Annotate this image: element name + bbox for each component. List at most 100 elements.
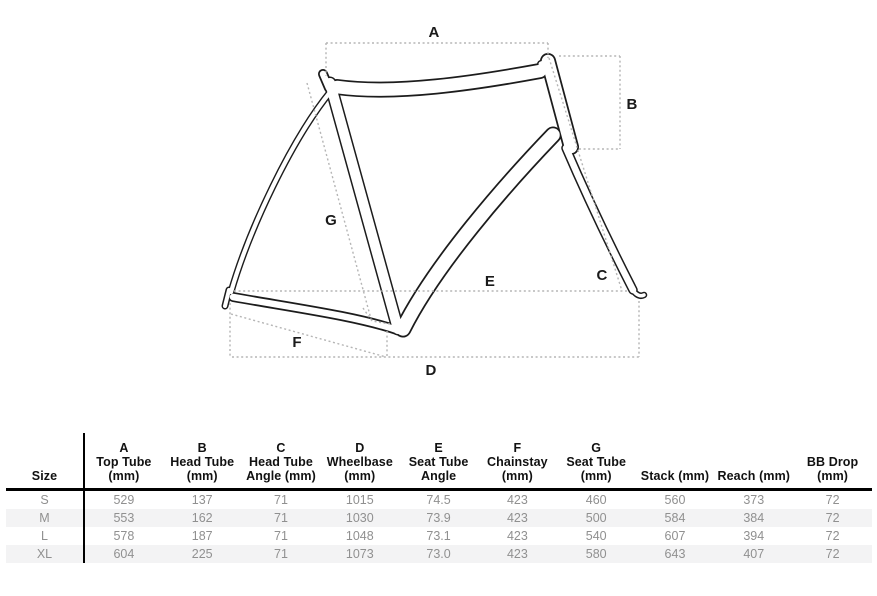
col-header-head-tube-angle: C Head Tube Angle (mm) (241, 433, 321, 491)
geometry-table: Size A Top Tube (mm) B Head Tube (mm) C (6, 433, 872, 563)
cell-stack: 584 (664, 510, 686, 525)
col-title: Seat Tube (408, 454, 469, 469)
cell-seat-tube-angle: 73.9 (426, 510, 451, 525)
label-c-fork: C (596, 267, 607, 284)
cell-head-tube: 162 (191, 510, 213, 525)
label-d-wheelbase: D (425, 362, 436, 379)
cell-reach: 373 (743, 492, 765, 507)
top-tube-fill (337, 71, 540, 90)
cell-top-tube: 553 (113, 510, 135, 525)
col-letter: F (513, 440, 522, 455)
seat-stay-outline (231, 91, 331, 292)
cell-reach: 407 (743, 546, 765, 561)
size-cell: S (6, 489, 85, 509)
col-header-top-tube: A Top Tube (mm) (84, 433, 163, 491)
col-letter: A (119, 440, 129, 455)
cell-wheelbase: 1073 (345, 546, 374, 561)
cell-bb-drop: 72 (825, 546, 840, 561)
cell-head-tube: 187 (191, 528, 213, 543)
measure-g-line (306, 82, 372, 320)
label-f-chainstay: F (292, 334, 301, 351)
col-header-reach: Reach (mm) (714, 433, 794, 491)
col-title: BB Drop (806, 454, 859, 469)
col-title: Reach (mm) (717, 468, 791, 483)
col-title: Stack (mm) (640, 468, 710, 483)
cell-stack: 643 (664, 546, 686, 561)
cell-stack: 560 (664, 492, 686, 507)
cell-bb-drop: 72 (825, 528, 840, 543)
col-header-stack: Stack (mm) (635, 433, 715, 491)
cell-chainstay: 423 (506, 510, 528, 525)
col-letter: G (591, 440, 602, 455)
cell-chainstay: 423 (506, 492, 528, 507)
seat-stay-fill (231, 91, 331, 292)
col-unit: Angle (420, 468, 457, 483)
cell-stack: 607 (664, 528, 686, 543)
col-unit: (mm) (344, 468, 376, 483)
col-unit: (mm) (108, 468, 140, 483)
col-header-seat-tube-angle: E Seat Tube Angle (399, 433, 478, 491)
table-row-size-xl: XL 604 225 71 1073 73.0 423 580 643 407 … (6, 544, 872, 563)
cell-seat-tube-angle: 73.0 (426, 546, 451, 561)
cell-head-tube-angle: 71 (274, 528, 288, 543)
geometry-table-wrap: Size A Top Tube (mm) B Head Tube (mm) C (6, 433, 872, 563)
cell-reach: 384 (743, 510, 765, 525)
col-unit: (mm) (817, 468, 849, 483)
steering-axis-line (548, 57, 623, 292)
col-unit: (mm) (186, 468, 218, 483)
col-header-bb-drop: BB Drop (mm) (793, 433, 872, 491)
cell-seat-tube: 460 (585, 492, 607, 507)
col-unit: (mm) (501, 468, 533, 483)
table-row-size-m: M 553 162 71 1030 73.9 423 500 584 384 7… (6, 508, 872, 527)
col-title: Top Tube (96, 454, 152, 469)
label-e-seat-angle: E (485, 273, 495, 290)
cell-head-tube: 137 (191, 492, 213, 507)
col-unit: Angle (mm) (246, 468, 316, 483)
col-title: Head Tube (170, 454, 235, 469)
col-letter: C (276, 440, 286, 455)
cell-reach: 394 (743, 528, 765, 543)
cell-seat-tube: 500 (585, 510, 607, 525)
label-b-head-tube: B (626, 96, 637, 113)
cell-head-tube-angle: 71 (274, 546, 288, 561)
cell-bb-drop: 72 (825, 510, 840, 525)
size-cell: M (6, 508, 85, 527)
cell-wheelbase: 1030 (345, 510, 374, 525)
col-header-head-tube: B Head Tube (mm) (162, 433, 242, 491)
col-letter: D (355, 440, 365, 455)
col-unit: (mm) (580, 468, 612, 483)
measure-g-arrow (362, 307, 391, 325)
measurement-lines (229, 42, 640, 358)
cell-bb-drop: 72 (825, 492, 840, 507)
col-header-seat-tube: G Seat Tube (mm) (556, 433, 636, 491)
cell-head-tube: 225 (191, 546, 213, 561)
col-header-size: Size (6, 433, 85, 491)
cell-head-tube-angle: 71 (274, 510, 288, 525)
bike-frame-outline-outer (225, 61, 644, 330)
col-title: Wheelbase (326, 454, 393, 469)
head-tube-step-fill (541, 61, 549, 64)
geometry-table-header: Size A Top Tube (mm) B Head Tube (mm) C (6, 433, 872, 491)
cell-chainstay: 423 (506, 528, 528, 543)
cell-wheelbase: 1048 (345, 528, 374, 543)
size-cell: XL (6, 544, 85, 563)
col-letter: E (434, 440, 443, 455)
col-header-size-label: Size (31, 468, 58, 483)
label-a-top-tube: A (428, 24, 439, 41)
cell-top-tube: 578 (113, 528, 135, 543)
table-row-size-s: S 529 137 71 1015 74.5 423 460 560 373 7… (6, 489, 872, 509)
chain-stay-fill (233, 297, 397, 330)
table-row-size-l: L 578 187 71 1048 73.1 423 540 607 394 7… (6, 526, 872, 545)
cell-chainstay: 423 (506, 546, 528, 561)
col-title: Seat Tube (566, 454, 627, 469)
cell-seat-tube-angle: 74.5 (426, 492, 451, 507)
cell-wheelbase: 1015 (345, 492, 374, 507)
measure-f-diagonal (230, 313, 387, 358)
cell-seat-tube: 580 (585, 546, 607, 561)
cell-head-tube-angle: 71 (274, 492, 288, 507)
col-header-chainstay: F Chainstay (mm) (477, 433, 557, 491)
cell-seat-tube: 540 (585, 528, 607, 543)
cell-top-tube: 529 (113, 492, 135, 507)
col-header-wheelbase: D Wheelbase (mm) (320, 433, 400, 491)
